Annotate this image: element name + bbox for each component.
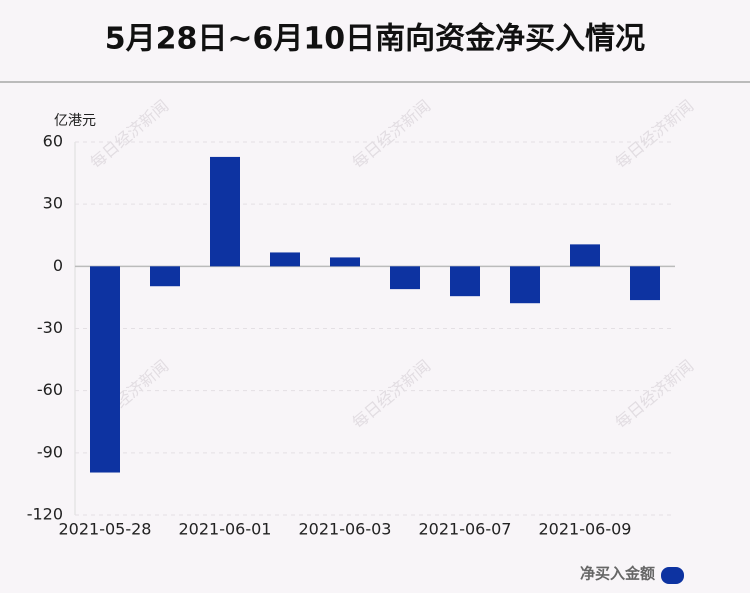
x-tick-label: 2021-05-28 bbox=[59, 520, 152, 539]
y-axis-label: 亿港元 bbox=[54, 113, 96, 129]
y-tick-label: 60 bbox=[43, 132, 63, 151]
legend-label: 净买入金额 bbox=[580, 565, 655, 583]
bar bbox=[90, 266, 120, 473]
bar bbox=[330, 257, 360, 267]
x-tick-label: 2021-06-03 bbox=[299, 520, 392, 539]
x-tick-label: 2021-06-01 bbox=[179, 520, 272, 539]
x-tick-label: 2021-06-09 bbox=[539, 520, 632, 539]
y-tick-label: 0 bbox=[53, 256, 63, 275]
y-tick-label: -30 bbox=[37, 318, 63, 337]
y-tick-label: 30 bbox=[43, 194, 63, 213]
bar bbox=[450, 266, 480, 297]
y-tick-label: -90 bbox=[37, 442, 63, 461]
bar bbox=[210, 156, 240, 267]
bar bbox=[390, 266, 420, 290]
y-tick-label: -60 bbox=[37, 380, 63, 399]
x-tick-label: 2021-06-07 bbox=[419, 520, 512, 539]
bar bbox=[270, 252, 300, 267]
bar bbox=[630, 266, 660, 301]
legend-swatch bbox=[661, 567, 684, 584]
bar bbox=[150, 266, 180, 287]
bar bbox=[570, 244, 600, 267]
bar bbox=[510, 266, 540, 304]
chart-title: 5月28日~6月10日南向资金净买入情况 bbox=[105, 22, 645, 57]
y-tick-label: -120 bbox=[27, 505, 63, 524]
